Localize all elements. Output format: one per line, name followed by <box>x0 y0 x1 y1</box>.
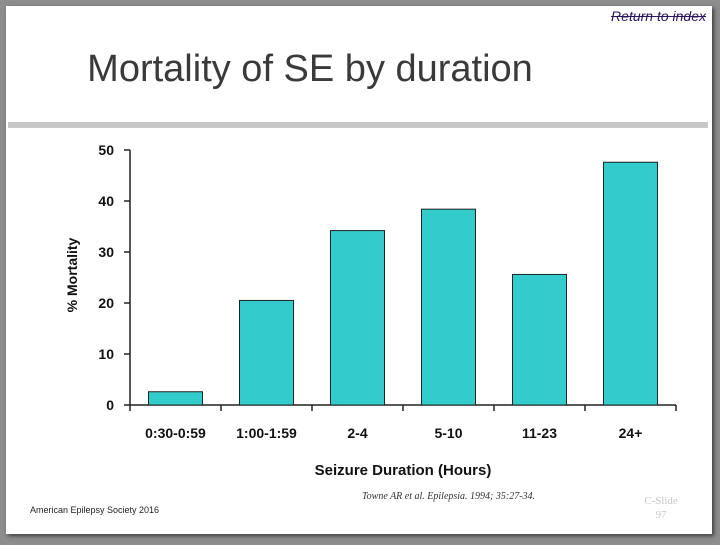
y-tick-label: 20 <box>98 295 114 311</box>
x-tick-label: 5-10 <box>434 425 462 441</box>
bar <box>512 273 567 406</box>
title-divider <box>8 122 708 128</box>
slide-number-value: 97 <box>655 509 667 521</box>
y-axis-label: % Mortality <box>64 237 80 312</box>
y-tick-label: 50 <box>98 142 114 158</box>
x-tick-label: 0:30-0:59 <box>145 425 206 441</box>
bar <box>421 208 476 406</box>
bar <box>148 391 203 406</box>
x-axis-label: Seizure Duration (Hours) <box>315 462 492 479</box>
y-tick-label: 10 <box>98 346 114 362</box>
y-tick-label: 40 <box>98 193 114 209</box>
slide-number: C-Slide 97 <box>636 494 686 522</box>
organization-footer: American Epilepsy Society 2016 <box>30 505 160 515</box>
slide-label: C-Slide <box>644 495 678 507</box>
citation: Towne AR et al. Epilepsia. 1994; 35:27-3… <box>362 491 536 502</box>
x-tick-label: 24+ <box>619 425 643 441</box>
bar <box>603 161 658 406</box>
x-tick-label: 2-4 <box>347 425 367 441</box>
x-tick-label: 11-23 <box>522 425 557 441</box>
y-tick-label: 30 <box>98 244 114 260</box>
y-tick-label: 0 <box>106 397 114 413</box>
bar <box>330 230 385 406</box>
bar <box>239 299 294 406</box>
x-tick-label: 1:00-1:59 <box>236 425 297 441</box>
slide-title: Mortality of SE by duration <box>87 48 533 90</box>
return-to-index-link[interactable]: Return to index <box>611 8 706 24</box>
